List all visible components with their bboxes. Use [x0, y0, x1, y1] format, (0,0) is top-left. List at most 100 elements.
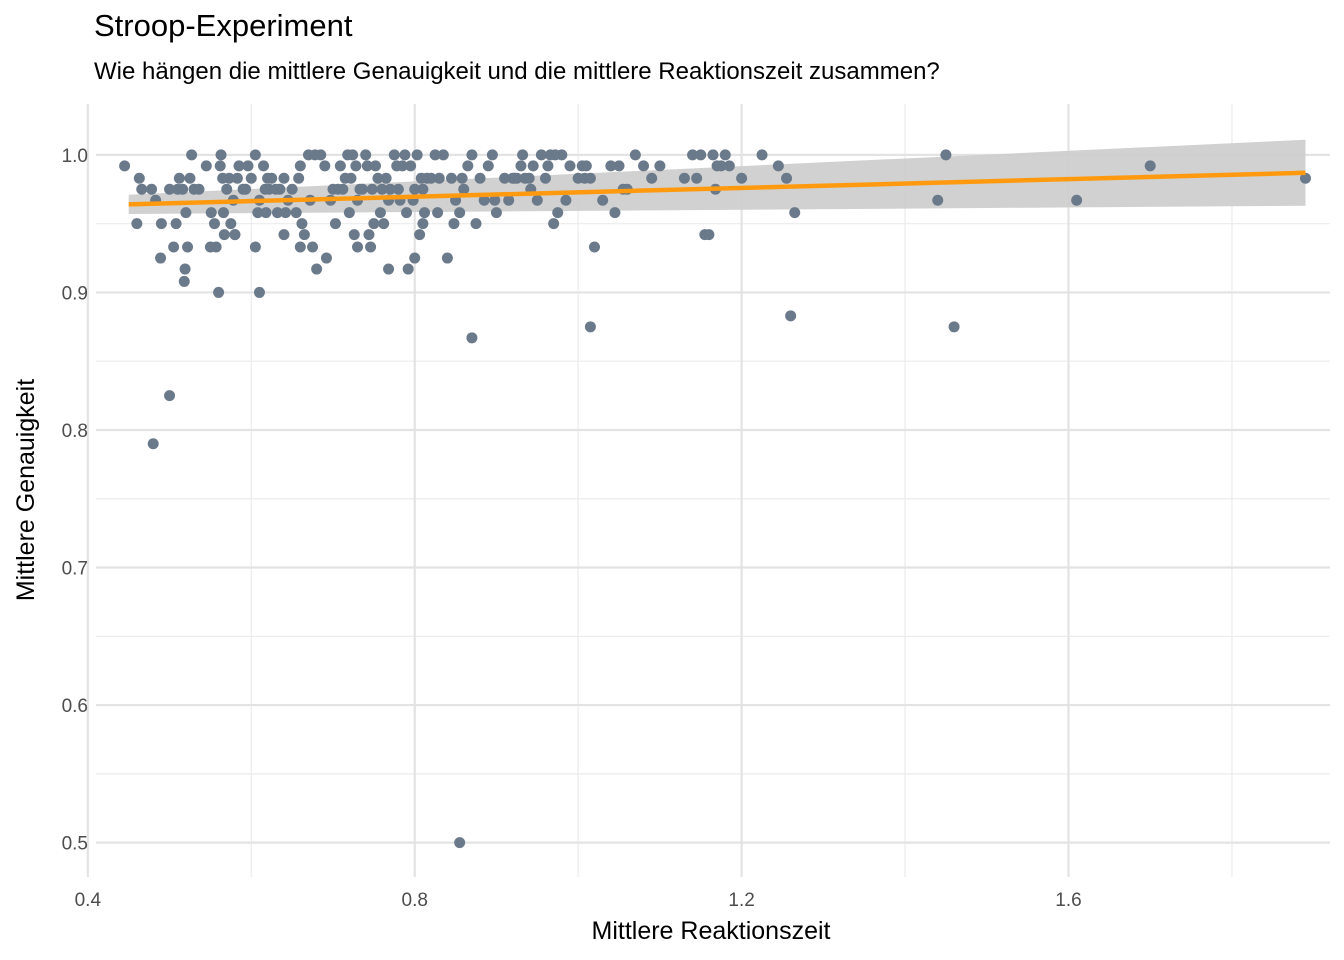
data-point	[245, 172, 257, 184]
data-point	[177, 183, 189, 195]
data-point	[334, 160, 346, 172]
data-point	[715, 160, 727, 172]
data-point	[184, 172, 196, 184]
data-point	[329, 218, 341, 230]
x-tick-label: 0.8	[402, 890, 428, 911]
data-point	[482, 160, 494, 172]
data-point	[707, 149, 719, 161]
data-point	[307, 241, 319, 253]
data-point	[266, 172, 278, 184]
data-point	[347, 149, 359, 161]
data-point	[252, 207, 264, 219]
data-point	[542, 160, 554, 172]
data-point	[363, 229, 375, 241]
data-point	[948, 321, 960, 333]
data-point	[723, 160, 735, 172]
data-point	[348, 229, 360, 241]
data-point	[294, 241, 306, 253]
data-point	[296, 218, 308, 230]
data-point	[552, 207, 564, 219]
data-point	[180, 207, 192, 219]
data-point	[580, 160, 592, 172]
data-point	[511, 172, 523, 184]
data-point	[781, 172, 793, 184]
x-tick-label: 1.2	[728, 890, 754, 911]
data-point	[932, 194, 944, 206]
data-point	[478, 194, 490, 206]
x-axis-ticks: 0.4 0.8 1.2 1.6	[75, 890, 1082, 911]
y-tick-label: 0.6	[62, 696, 88, 717]
data-point	[368, 218, 380, 230]
data-point	[217, 207, 229, 219]
chart-title: Stroop-Experiment	[94, 8, 353, 43]
data-point	[119, 160, 131, 172]
data-point	[214, 160, 226, 172]
data-point	[178, 275, 190, 287]
data-point	[396, 160, 408, 172]
data-point	[350, 160, 362, 172]
data-point	[249, 241, 261, 253]
data-point	[293, 172, 305, 184]
data-point	[286, 183, 298, 195]
y-tick-label: 0.9	[62, 283, 88, 304]
data-point	[215, 149, 227, 161]
data-point	[414, 229, 426, 241]
data-point	[182, 241, 194, 253]
data-point	[401, 207, 413, 219]
data-point	[280, 207, 292, 219]
data-point	[365, 241, 377, 253]
data-point	[274, 183, 286, 195]
data-point	[646, 172, 658, 184]
y-tick-label: 0.5	[62, 834, 88, 855]
data-point	[366, 183, 378, 195]
data-point	[352, 241, 364, 253]
data-point	[940, 149, 952, 161]
data-point	[560, 194, 572, 206]
data-point	[208, 218, 220, 230]
data-point	[213, 286, 225, 298]
data-point	[523, 172, 535, 184]
data-point	[337, 183, 349, 195]
data-point	[221, 183, 233, 195]
data-point	[405, 160, 417, 172]
data-point	[503, 194, 515, 206]
data-point	[233, 160, 245, 172]
data-point	[437, 149, 449, 161]
data-point	[539, 172, 551, 184]
data-point	[466, 149, 478, 161]
x-axis-label: Mittlere Reaktionszeit	[592, 917, 831, 945]
data-point	[378, 218, 390, 230]
data-point	[168, 241, 180, 253]
x-tick-label: 0.4	[75, 890, 102, 911]
data-point	[383, 263, 395, 275]
data-point	[278, 172, 290, 184]
data-point	[474, 172, 486, 184]
data-point	[411, 149, 423, 161]
data-point	[409, 252, 421, 264]
data-point	[356, 183, 368, 195]
data-point	[388, 149, 400, 161]
data-point	[345, 172, 357, 184]
data-point	[1071, 194, 1083, 206]
data-point	[380, 172, 392, 184]
y-tick-label: 0.8	[62, 421, 88, 442]
data-point	[470, 218, 482, 230]
data-point	[772, 160, 784, 172]
data-point	[186, 149, 198, 161]
data-point	[695, 149, 707, 161]
data-point	[499, 172, 511, 184]
data-point	[402, 263, 414, 275]
y-axis-label: Mittlere Genauigkeit	[12, 379, 40, 601]
data-point	[210, 241, 222, 253]
y-tick-label: 0.7	[62, 559, 88, 580]
data-point	[454, 837, 466, 849]
data-point	[218, 229, 230, 241]
data-point	[417, 183, 429, 195]
data-point	[489, 194, 501, 206]
data-point	[320, 252, 332, 264]
data-point	[170, 218, 182, 230]
data-point	[361, 160, 373, 172]
data-point	[240, 183, 252, 195]
data-point	[249, 149, 261, 161]
data-point	[205, 207, 217, 219]
